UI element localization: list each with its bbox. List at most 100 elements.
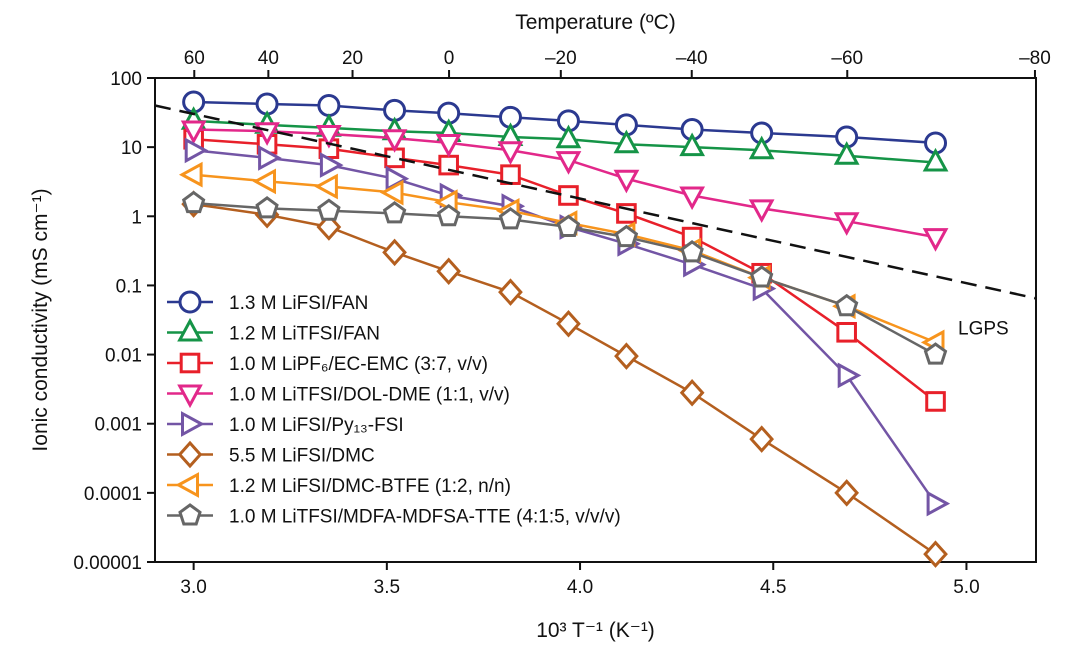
top-tick-label-2: 20 [342, 48, 363, 69]
data-point-3-3 [381, 129, 408, 153]
legend-marker-0 [178, 290, 202, 314]
data-point-3-0 [180, 120, 207, 145]
data-point-2-10 [836, 321, 857, 343]
data-point-4-0 [184, 137, 209, 164]
legend-marker-1 [177, 317, 203, 342]
top-tick-label-7: –80 [1019, 48, 1051, 69]
legend-entry-6: 1.2 M LiFSI/DMC-BTFE (1:2, n/n) [167, 472, 511, 498]
data-point-4-2 [319, 152, 344, 178]
legend-marker-6 [175, 472, 199, 498]
data-point-0-2 [317, 94, 341, 118]
data-point-5-6 [556, 309, 581, 338]
y-tick-label-0: 100 [110, 69, 142, 90]
data-point-7-4 [436, 203, 461, 227]
legend-entry-1: 1.2 M LiTFSI/FAN [167, 317, 380, 345]
data-point-2-6 [558, 185, 579, 206]
data-point-4-10 [837, 362, 862, 389]
x-tick-label-4: 5.0 [953, 577, 979, 598]
y-tick-label-4: 0.01 [105, 346, 142, 367]
top-tick-label-1: 40 [258, 48, 279, 69]
data-point-7-1 [255, 196, 279, 219]
y-tick-label-7: 0.00001 [73, 553, 142, 574]
data-point-7-3 [382, 201, 407, 224]
lgps-reference-line [154, 104, 1037, 300]
legend-entry-2: 1.0 M LiPF₆/EC-EMC (3:7, v/v) [167, 352, 488, 375]
data-point-6-2 [314, 173, 338, 200]
legend-marker-4 [181, 411, 205, 437]
plot-frame [154, 77, 1037, 563]
legend: 1.3 M LiFSI/FAN 1.2 M LiTFSI/FAN 1.0 M LiP… [167, 290, 621, 528]
legend-label-6: 1.2 M LiFSI/DMC-BTFE (1:2, n/n) [229, 476, 511, 497]
data-point-3-6 [555, 151, 582, 175]
data-point-1-8 [679, 132, 706, 157]
legend-marker-3 [177, 384, 203, 409]
x-tick-label-3: 4.5 [760, 577, 786, 598]
legend-entry-4: 1.0 M LiFSI/Py₁₃-FSI [167, 411, 404, 437]
data-point-7-7 [614, 224, 639, 248]
data-point-1-10 [833, 141, 860, 165]
data-point-3-2 [315, 125, 342, 149]
data-point-1-7 [613, 129, 640, 154]
legend-label-3: 1.0 M LiTFSI/DOL-DME (1:1, v/v) [229, 385, 510, 406]
data-point-6-0 [178, 161, 203, 188]
legend-marker-5 [177, 440, 203, 469]
data-point-7-9 [749, 265, 774, 288]
data-point-5-10 [834, 479, 860, 507]
reference-line-layer: LGPS [154, 104, 1037, 339]
y-tick-label-1: 10 [121, 138, 142, 159]
legend-label-2: 1.0 M LiPF₆/EC-EMC (3:7, v/v) [229, 354, 488, 375]
data-point-4-11 [926, 490, 951, 517]
y-tick-label-3: 0.1 [116, 276, 142, 297]
data-point-3-11 [922, 228, 949, 252]
data-point-7-0 [181, 190, 206, 214]
legend-label-5: 5.5 M LiFSI/DMC [229, 446, 375, 467]
top-tick-label-6: –60 [831, 48, 863, 69]
data-point-5-8 [679, 379, 705, 407]
data-point-3-5 [497, 141, 524, 165]
top-tick-label-0: 60 [184, 48, 205, 69]
top-tick-label-3: 0 [444, 48, 455, 69]
data-point-5-5 [498, 278, 523, 306]
data-point-5-7 [614, 342, 639, 370]
data-point-7-6 [556, 214, 581, 237]
axes-layer: 3.0 3.5 4.0 4.5 5.0 100 10 1 0.1 0.01 0.001 0.0001 0… [29, 11, 1051, 642]
legend-label-0: 1.3 M LiFSI/FAN [229, 293, 368, 314]
data-point-7-8 [680, 240, 704, 263]
data-point-5-3 [382, 238, 407, 267]
data-point-1-6 [555, 124, 582, 149]
x-tick-label-1: 3.5 [374, 577, 400, 598]
x-tick-label-0: 3.0 [180, 577, 206, 598]
top-tick-label-4: –20 [545, 48, 577, 69]
data-point-6-3 [379, 179, 404, 206]
data-point-2-11 [925, 391, 946, 412]
top-tick-label-5: –40 [676, 48, 708, 69]
y-tick-label-6: 0.0001 [84, 484, 142, 505]
legend-marker-7 [178, 503, 202, 526]
data-point-7-5 [498, 207, 523, 230]
series-3 [180, 120, 949, 252]
data-point-3-10 [833, 212, 860, 236]
series-7 [181, 190, 948, 365]
data-point-3-8 [679, 186, 706, 211]
data-point-1-9 [748, 135, 775, 160]
data-point-3-9 [748, 199, 775, 224]
data-point-5-4 [436, 257, 462, 286]
legend-label-1: 1.2 M LiTFSI/FAN [229, 324, 380, 345]
legend-label-4: 1.0 M LiFSI/Py₁₃-FSI [229, 415, 404, 436]
data-point-1-11 [922, 147, 949, 172]
x-tick-label-2: 4.0 [567, 577, 593, 598]
data-point-7-2 [317, 198, 341, 221]
series-5 [181, 190, 948, 568]
x-axis-title: 10³ T⁻¹ (K⁻¹) [536, 619, 655, 642]
legend-entry-7: 1.0 M LiTFSI/MDFA-MDFSA-TTE (4:1:5, v/v/… [167, 503, 621, 528]
data-point-5-11 [923, 540, 948, 568]
y-tick-label-5: 0.001 [94, 415, 142, 436]
data-point-3-7 [613, 169, 640, 194]
data-point-5-2 [316, 213, 342, 241]
data-point-4-1 [258, 144, 282, 171]
data-point-7-11 [923, 342, 948, 365]
lgps-label: LGPS [958, 318, 1009, 339]
legend-entry-3: 1.0 M LiTFSI/DOL-DME (1:1, v/v) [167, 384, 510, 409]
series-line-3 [193, 128, 936, 239]
